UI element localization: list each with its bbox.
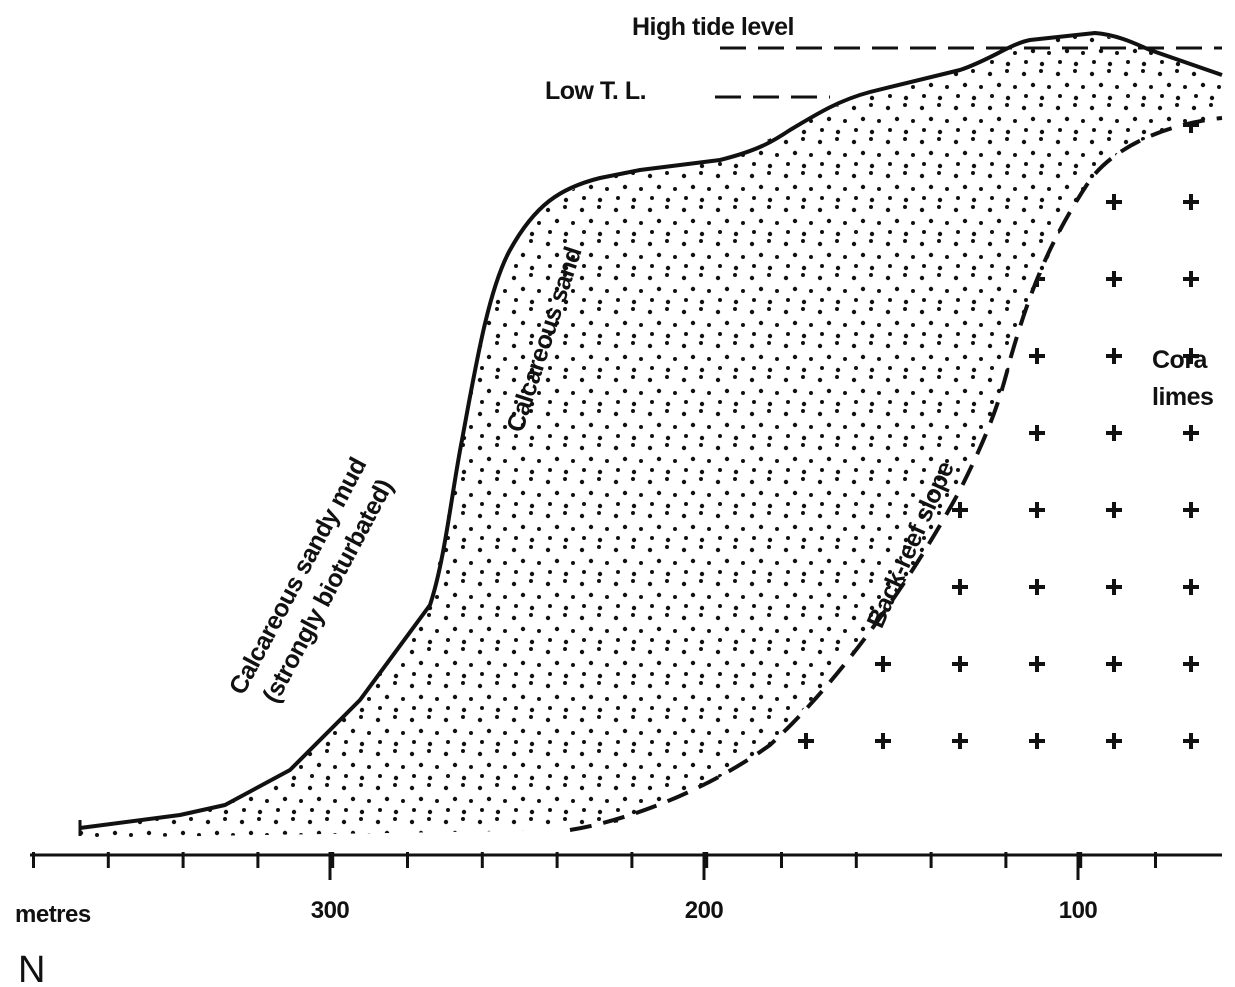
low-tide-label: Low T. L. — [545, 77, 646, 105]
minor-ticks — [32, 852, 1157, 868]
tick-label: 100 — [1059, 897, 1098, 924]
tick-label: 300 — [311, 897, 350, 924]
tick-label: 200 — [685, 897, 724, 924]
sand-fill — [80, 33, 1222, 838]
sediment-surface — [79, 31, 1223, 830]
coral-label: Cora — [1152, 346, 1209, 374]
coral-fill — [740, 118, 1222, 800]
back-reef-boundary — [569, 116, 1223, 832]
axis-label: metres — [15, 901, 91, 928]
north-label: N — [18, 949, 45, 987]
coral-label-sub: limes — [1152, 383, 1213, 411]
high-tide-label: High tide level — [632, 13, 794, 41]
